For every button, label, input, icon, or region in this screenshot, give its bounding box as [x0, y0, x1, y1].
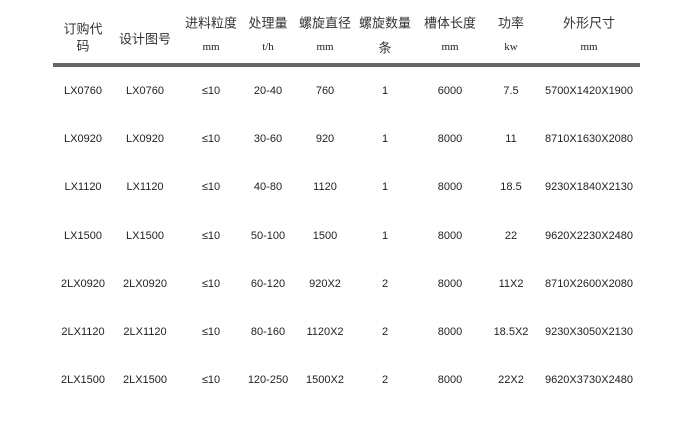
- table-cell: 120-250: [247, 374, 289, 387]
- header-label: 槽体长度: [423, 16, 477, 32]
- table-cell: 2LX0920: [122, 277, 168, 290]
- header-unit: mm: [441, 41, 459, 53]
- table-cell: 40-80: [253, 181, 283, 194]
- table-cell: LX1500: [126, 229, 164, 242]
- table-cell: 50-100: [250, 229, 286, 242]
- table-cell: 2LX0920: [60, 277, 106, 290]
- table-cell: LX0920: [126, 133, 164, 146]
- table-cell: 2LX1120: [61, 326, 105, 338]
- table-cell: 2LX1500: [60, 374, 106, 387]
- table-cell: 60-120: [250, 277, 286, 290]
- table-cell: 1: [381, 229, 389, 242]
- table-cell: ≤10: [201, 326, 221, 338]
- table-cell: 22X2: [498, 374, 524, 387]
- header-label: 功率: [497, 16, 525, 32]
- table-cell: 8710X1630X2080: [544, 133, 634, 146]
- header-unit: mm: [580, 41, 598, 53]
- table-cell: 8000: [437, 229, 463, 242]
- table-cell: 1: [381, 133, 389, 146]
- table-cell: 80-160: [250, 326, 286, 338]
- table-cell: 30-60: [253, 133, 283, 146]
- table-cell: 1: [381, 85, 389, 97]
- table-cell: 8000: [437, 181, 463, 194]
- header-label: 螺旋数量: [358, 16, 412, 32]
- header-label: 螺旋直径: [298, 16, 352, 32]
- table-cell: 920: [315, 133, 335, 146]
- header-divider: [53, 63, 640, 67]
- table-cell: LX1120: [126, 181, 164, 194]
- header-label: 外形尺寸: [562, 16, 616, 32]
- header-unit: mm: [202, 41, 220, 53]
- header-unit: t/h: [262, 41, 274, 53]
- header-label: 码: [76, 39, 90, 55]
- table-cell: 1120X2: [306, 326, 344, 338]
- table-cell: 9620X3730X2480: [544, 374, 634, 387]
- table-cell: ≤10: [201, 374, 221, 387]
- table-cell: 9620X2230X2480: [544, 229, 634, 242]
- table-cell: 8000: [437, 326, 463, 338]
- header-unit: 条: [378, 41, 392, 57]
- table-cell: 2LX1120: [123, 326, 167, 338]
- table-cell: 9230X1840X2130: [544, 181, 634, 194]
- header-unit: mm: [316, 41, 334, 53]
- table-cell: 18.5X2: [493, 326, 529, 338]
- table-cell: 8000: [437, 374, 463, 387]
- table-cell: 8000: [437, 277, 463, 290]
- table-cell: 7.5: [503, 85, 519, 97]
- table-cell: 1500: [312, 229, 338, 242]
- table-cell: 2LX1500: [122, 374, 168, 387]
- table-cell: ≤10: [201, 133, 221, 146]
- header-label: 进料粒度: [184, 16, 238, 32]
- table-cell: 8710X2600X2080: [544, 277, 634, 290]
- header-unit: kw: [504, 41, 518, 53]
- table-cell: ≤10: [201, 277, 221, 290]
- table-cell: 18.5: [500, 181, 522, 194]
- table-cell: 920X2: [309, 277, 341, 290]
- table-cell: 1120: [313, 181, 337, 194]
- table-cell: 22: [504, 229, 518, 242]
- table-cell: 1500X2: [306, 374, 344, 387]
- table-cell: 8000: [437, 133, 463, 146]
- table-cell: 1: [381, 181, 389, 194]
- table-cell: 20-40: [253, 85, 283, 97]
- table-cell: 5700X1420X1900: [544, 85, 634, 97]
- table-cell: LX0920: [64, 133, 102, 146]
- table-cell: LX1500: [64, 229, 102, 242]
- table-cell: ≤10: [201, 85, 221, 97]
- table-cell: LX1120: [64, 181, 102, 194]
- table-cell: 11X2: [498, 277, 524, 290]
- table-cell: 2: [381, 326, 389, 338]
- header-label: 订购代: [63, 22, 103, 38]
- table-cell: 9230X3050X2130: [544, 326, 634, 338]
- table-cell: LX0760: [126, 85, 164, 97]
- table-cell: LX0760: [64, 85, 102, 97]
- header-label: 设计图号: [118, 32, 172, 48]
- table-cell: ≤10: [201, 181, 221, 194]
- header-label: 处理量: [248, 16, 288, 32]
- table-cell: ≤10: [201, 229, 221, 242]
- table-cell: 2: [381, 374, 389, 387]
- table-cell: 760: [315, 85, 335, 97]
- table-cell: 11: [505, 133, 517, 146]
- table-cell: 2: [381, 277, 389, 290]
- table-cell: 6000: [437, 85, 463, 97]
